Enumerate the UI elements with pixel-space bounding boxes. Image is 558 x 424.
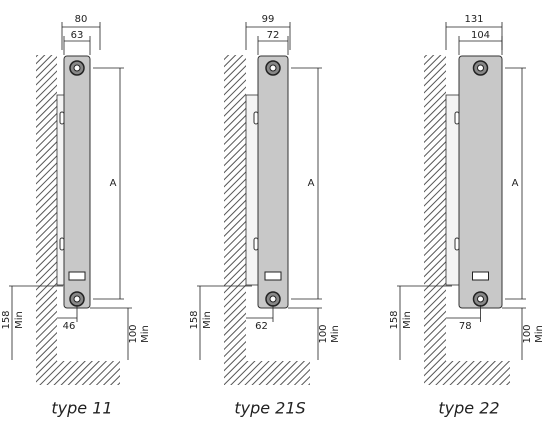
dim-line [288,307,322,360]
dim-line [197,285,252,360]
radiator [458,55,503,309]
pipe-core [477,295,484,303]
dim-text: Min [140,325,151,343]
dim-text: 158 [389,310,400,329]
floor-top [57,358,120,361]
dim-line [245,22,291,50]
slot [454,237,460,251]
slot [253,237,259,251]
clip [264,271,282,281]
dim-text: 78 [459,321,472,332]
clip [472,271,489,281]
dim-text: Min [534,325,545,343]
wall [36,55,57,385]
dim-line [90,307,132,360]
dim-text: A [512,178,519,189]
floor-top [246,358,310,361]
dim-line [246,305,274,322]
pipe-core [477,64,484,72]
dim-line [63,36,91,55]
dim-line [9,285,63,360]
floor [224,360,310,385]
type-label: type 11 [51,399,112,418]
dim-text: Min [202,311,213,329]
floor [424,360,510,385]
dim-text: 62 [255,321,268,332]
dim-text: Min [330,325,341,343]
dim-text: 158 [1,310,12,329]
pipe-core [269,295,277,303]
dim-line [57,305,78,322]
dim-line [61,22,101,50]
dim-line [397,285,452,360]
dim-line [458,36,503,55]
slot [253,111,259,125]
dim-text: 100 [522,324,533,343]
slot [59,111,65,125]
dim-line [502,307,526,360]
dim-line [291,67,322,300]
dim-text: 131 [464,14,483,25]
dim-text: Min [14,311,25,329]
dim-line [93,67,124,300]
slot [454,111,460,125]
dim-text: 104 [471,30,490,41]
dim-text: 80 [75,14,88,25]
dim-text: A [110,178,117,189]
slot [59,237,65,251]
radiator [257,55,289,309]
dim-text: 63 [71,30,84,41]
wall [424,55,446,385]
dim-text: 100 [318,324,329,343]
dim-text: A [308,178,315,189]
radiator [63,55,91,309]
dim-text: 72 [267,30,280,41]
pipe-core [269,64,277,72]
dim-line [446,305,481,322]
dim-text: 158 [189,310,200,329]
floor-top [446,358,510,361]
dim-line [505,67,526,300]
type-label: type 22 [438,399,499,418]
floor [36,360,120,385]
dim-line [257,36,289,55]
dim-text: 46 [63,321,76,332]
wall [224,55,246,385]
type-label: type 21S [234,399,305,418]
dim-text: 100 [128,324,139,343]
dim-text: Min [402,311,413,329]
dim-text: 99 [262,14,275,25]
pipe-core [73,295,81,303]
pipe-core [73,64,81,72]
clip [68,271,86,281]
